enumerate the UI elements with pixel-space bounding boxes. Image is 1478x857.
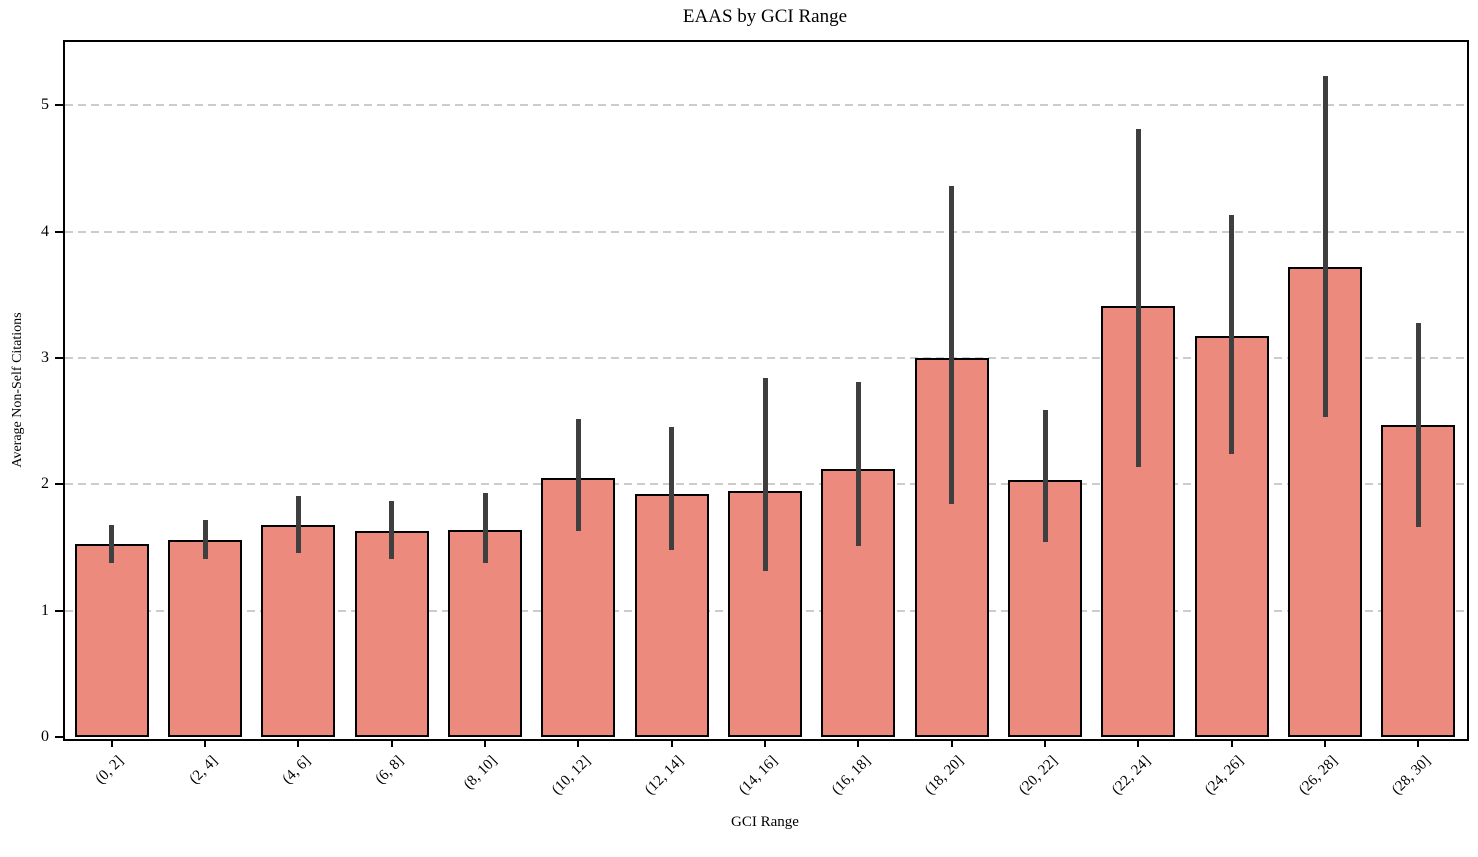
x-tick-mark bbox=[670, 739, 673, 747]
error-bar bbox=[1042, 409, 1048, 543]
x-tick-mark bbox=[1417, 739, 1420, 747]
x-tick-label: (16, 18] bbox=[828, 753, 874, 798]
x-tick-mark bbox=[1137, 739, 1140, 747]
x-tick-label: (28, 30] bbox=[1388, 753, 1434, 798]
error-bar bbox=[1135, 129, 1141, 467]
x-tick-label: (26, 28] bbox=[1295, 753, 1341, 798]
y-axis-label: Average Non-Self Citations bbox=[10, 312, 25, 468]
x-tick-label: (12, 14] bbox=[642, 753, 687, 798]
error-bar bbox=[1322, 76, 1328, 418]
bar--4-6- bbox=[261, 524, 336, 737]
error-bar bbox=[949, 186, 955, 505]
chart-title: EAAS by GCI Range bbox=[682, 6, 848, 27]
x-tick-mark bbox=[764, 739, 766, 747]
x-tick-label: (14, 16] bbox=[735, 753, 781, 798]
x-axis-label: GCI Range bbox=[731, 814, 799, 830]
bar--18-20- bbox=[914, 357, 989, 737]
x-tick-label: (0, 2] bbox=[92, 753, 127, 788]
error-bar bbox=[202, 519, 208, 559]
x-tick-mark bbox=[1324, 739, 1326, 747]
y-tick-label: 4 bbox=[41, 222, 49, 240]
error-bar bbox=[295, 495, 301, 553]
x-tick-mark bbox=[1230, 739, 1233, 747]
bar--6-8- bbox=[354, 531, 429, 737]
x-tick-label: (8, 10] bbox=[460, 753, 501, 793]
y-tick-label: 1 bbox=[41, 601, 49, 619]
bar--12-14- bbox=[634, 494, 709, 737]
y-tick-mark bbox=[55, 356, 63, 359]
error-bar bbox=[1415, 322, 1421, 528]
x-tick-mark bbox=[110, 739, 113, 747]
plot-area bbox=[63, 40, 1469, 741]
error-bar bbox=[669, 427, 675, 550]
y-tick-label: 0 bbox=[41, 728, 49, 745]
error-bar bbox=[109, 524, 115, 563]
bar--14-16- bbox=[728, 490, 802, 737]
y-tick-mark bbox=[55, 736, 63, 738]
x-tick-label: (18, 20] bbox=[922, 753, 967, 798]
x-tick-mark bbox=[204, 739, 206, 747]
x-tick-label: (6, 8] bbox=[372, 753, 407, 788]
error-bar bbox=[855, 381, 861, 547]
y-tick-label: 3 bbox=[41, 348, 49, 366]
x-tick-label: (24, 26] bbox=[1202, 753, 1247, 798]
error-bar bbox=[1229, 215, 1235, 454]
x-tick-mark bbox=[484, 739, 486, 747]
y-tick-label: 2 bbox=[41, 475, 49, 493]
x-tick-label: (4, 6] bbox=[279, 753, 314, 788]
x-tick-mark bbox=[577, 739, 580, 747]
x-tick-mark bbox=[950, 739, 953, 747]
bar--0-2- bbox=[74, 543, 149, 737]
x-tick-label: (20, 22] bbox=[1015, 753, 1061, 798]
y-tick-label: 5 bbox=[41, 96, 49, 114]
y-tick-mark bbox=[55, 230, 63, 233]
x-tick-mark bbox=[297, 739, 300, 747]
x-tick-mark bbox=[857, 739, 860, 747]
error-bar bbox=[482, 493, 488, 563]
x-tick-label: (22, 24] bbox=[1108, 753, 1154, 798]
gridline-y3 bbox=[65, 356, 1465, 359]
y-tick-mark bbox=[55, 104, 63, 107]
error-bar bbox=[575, 418, 581, 532]
gridline-y5 bbox=[65, 104, 1465, 107]
gridline-y4 bbox=[65, 230, 1465, 233]
bar--8-10- bbox=[448, 529, 522, 737]
bar--2-4- bbox=[168, 539, 242, 737]
error-bar bbox=[389, 500, 395, 559]
error-bar bbox=[762, 378, 768, 572]
y-tick-mark bbox=[55, 609, 63, 612]
x-tick-mark bbox=[390, 739, 393, 747]
x-tick-label: (10, 12] bbox=[548, 753, 594, 798]
y-tick-mark bbox=[55, 483, 63, 486]
x-tick-label: (2, 4] bbox=[186, 753, 221, 788]
x-tick-mark bbox=[1044, 739, 1046, 747]
